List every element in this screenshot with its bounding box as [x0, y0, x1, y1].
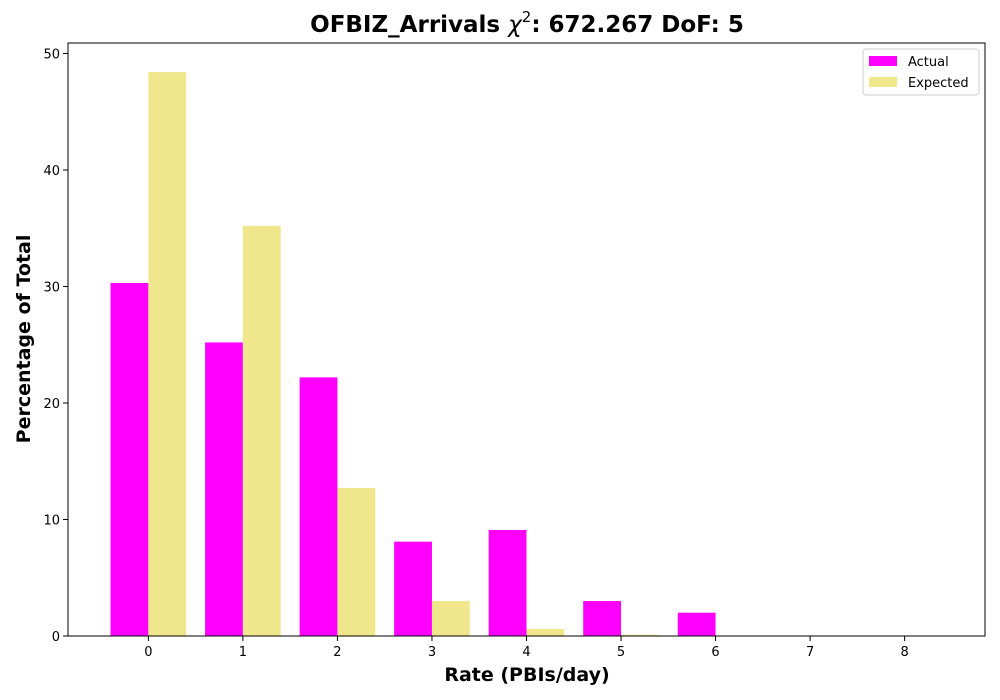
- title-suffix: : 672.267 DoF: 5: [531, 12, 744, 38]
- x-tick-label: 4: [522, 645, 530, 660]
- legend-label-actual: Actual: [908, 55, 949, 70]
- y-tick-label: 0: [52, 630, 60, 645]
- x-tick-label: 0: [144, 645, 152, 660]
- legend-swatch-actual: [869, 56, 897, 66]
- bar-actual-2: [299, 377, 338, 636]
- y-tick-label: 30: [43, 280, 60, 295]
- bar-expected-5: [621, 634, 659, 636]
- y-tick-label: 40: [43, 164, 60, 179]
- x-axis-label: Rate (PBIs/day): [444, 664, 609, 686]
- y-tick-label: 10: [43, 513, 60, 528]
- bar-actual-3: [394, 541, 432, 636]
- x-axis-ticks: 0 1 2 3 4 5 6 7 8: [144, 636, 909, 660]
- bar-actual-0: [110, 282, 149, 636]
- bar-expected-3: [431, 601, 470, 636]
- title-chi-symbol: χ: [506, 12, 523, 38]
- x-tick-label: 2: [333, 645, 341, 660]
- bar-expected-4: [526, 629, 565, 636]
- bar-actual-1: [205, 342, 243, 636]
- title-prefix: OFBIZ_Arrivals: [310, 12, 508, 38]
- x-tick-label: 3: [428, 645, 436, 660]
- x-tick-label: 8: [901, 645, 909, 660]
- title-superscript: 2: [522, 8, 532, 26]
- bar-expected-0: [148, 72, 187, 637]
- legend-swatch-expected: [869, 77, 897, 87]
- y-tick-label: 20: [43, 397, 60, 412]
- chart-title: OFBIZ_Arrivals χ2: 672.267 DoF: 5: [310, 8, 744, 38]
- x-tick-label: 6: [711, 645, 719, 660]
- bar-expected-1: [242, 225, 281, 637]
- bar-actual-4: [488, 529, 527, 636]
- x-tick-label: 7: [806, 645, 814, 660]
- legend: Actual Expected: [862, 48, 980, 96]
- bar-actual-6: [677, 612, 716, 636]
- bars-layer: [110, 72, 716, 637]
- x-tick-label: 5: [617, 645, 625, 660]
- y-axis-ticks: 0 10 20 30 40 50: [43, 47, 68, 645]
- y-axis-label: Percentage of Total: [13, 235, 35, 444]
- bar-actual-5: [583, 601, 622, 636]
- bar-expected-2: [337, 488, 376, 636]
- legend-label-expected: Expected: [908, 76, 969, 91]
- y-tick-label: 50: [43, 47, 60, 62]
- x-tick-label: 1: [239, 645, 247, 660]
